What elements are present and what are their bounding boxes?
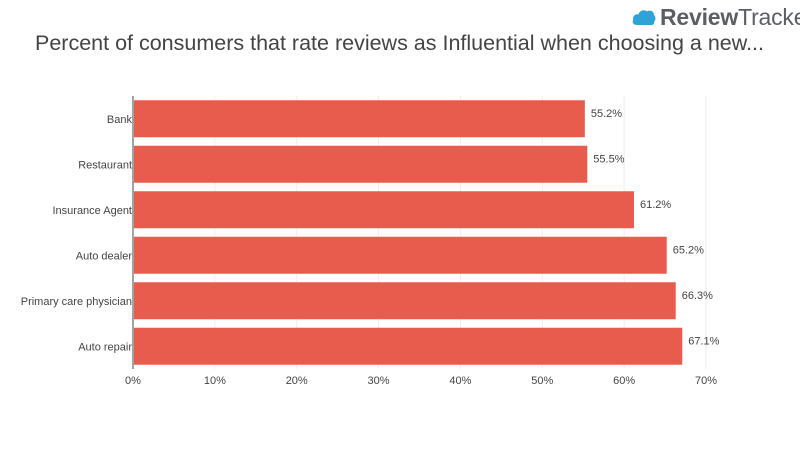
- brand-logo: ReviewTrackers: [632, 4, 800, 30]
- bar: [134, 236, 667, 274]
- data-label: 66.3%: [682, 290, 713, 302]
- category-label: Auto repair: [78, 341, 132, 353]
- brand-name-part1: Review: [660, 3, 739, 30]
- x-tick-label: 60%: [613, 375, 635, 387]
- bar: [134, 282, 676, 320]
- data-labels: 55.2% 55.5% 61.2% 65.2% 66.3% 67.1%: [591, 108, 720, 348]
- bar: [134, 100, 585, 138]
- category-label: Bank: [107, 114, 133, 126]
- x-tick-label: 30%: [368, 375, 390, 387]
- data-label: 67.1%: [688, 335, 719, 347]
- bar: [134, 191, 634, 229]
- data-label: 55.2%: [591, 108, 622, 120]
- brand-name-part2: Trackers: [738, 3, 800, 30]
- bar: [134, 327, 683, 365]
- category-label: Primary care physician: [21, 296, 132, 308]
- bar: [134, 145, 588, 183]
- x-tick-label: 10%: [204, 375, 226, 387]
- category-label: Auto dealer: [76, 250, 133, 262]
- x-tick-label: 40%: [449, 375, 471, 387]
- x-axis: 0% 10% 20% 30% 40% 50% 60% 70%: [125, 375, 717, 387]
- brand-name: ReviewTrackers: [660, 4, 800, 31]
- data-label: 65.2%: [673, 244, 704, 256]
- x-tick-label: 20%: [286, 375, 308, 387]
- data-label: 55.5%: [593, 153, 624, 165]
- chart-title: Percent of consumers that rate reviews a…: [35, 31, 765, 55]
- x-tick-label: 50%: [531, 375, 553, 387]
- grid-lines: [214, 96, 707, 369]
- cloud-icon: [632, 10, 656, 26]
- category-label: Restaurant: [78, 159, 132, 171]
- bars: [134, 100, 683, 365]
- x-tick-label: 70%: [695, 375, 717, 387]
- x-tick-label: 0%: [125, 375, 141, 387]
- y-axis: Bank Restaurant Insurance Agent Auto dealer…: [21, 96, 134, 369]
- category-label: Insurance Agent: [52, 205, 132, 217]
- data-label: 61.2%: [640, 199, 671, 211]
